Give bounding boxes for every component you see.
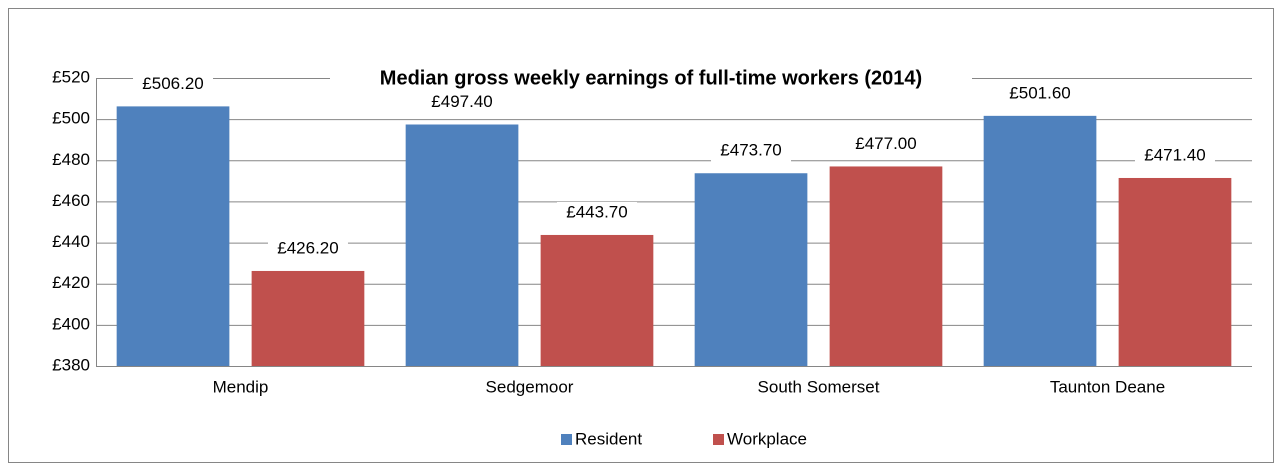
y-tick-label: £380 [52, 355, 90, 374]
bar [251, 270, 365, 366]
label-background [845, 133, 926, 156]
data-label: £426.20 [277, 238, 338, 257]
label-background [1134, 144, 1215, 167]
bar [116, 106, 230, 366]
data-label: £501.60 [1009, 83, 1070, 102]
label-background [133, 73, 214, 96]
legend-label: Resident [575, 429, 642, 448]
y-tick-label: £520 [52, 67, 90, 86]
data-label: £497.40 [431, 92, 492, 111]
data-label: £471.40 [1144, 145, 1205, 164]
x-tick-label: Taunton Deane [1050, 377, 1165, 396]
label-background [1000, 82, 1081, 105]
data-label: £506.20 [142, 74, 203, 93]
title-background [330, 66, 972, 92]
bar [983, 115, 1097, 366]
label-background [556, 201, 637, 224]
y-tick-label: £440 [52, 232, 90, 251]
x-tick-label: Mendip [213, 377, 269, 396]
legend-swatch [561, 434, 572, 445]
bar [694, 173, 808, 366]
y-tick-label: £420 [52, 273, 90, 292]
y-tick-label: £400 [52, 314, 90, 333]
bar [405, 124, 519, 367]
label-background [422, 91, 503, 114]
legend-swatch [713, 434, 724, 445]
label-background [267, 237, 348, 260]
data-label: £443.70 [566, 202, 627, 221]
label-background [711, 140, 792, 163]
x-tick-label: South Somerset [758, 377, 880, 396]
bar [540, 234, 654, 366]
data-label: £473.70 [720, 141, 781, 160]
y-tick-label: £500 [52, 109, 90, 128]
chart-title: Median gross weekly earnings of full-tim… [380, 67, 922, 89]
bar [1118, 177, 1232, 366]
legend-label: Workplace [727, 429, 807, 448]
bar [829, 166, 943, 366]
y-tick-label: £480 [52, 150, 90, 169]
y-tick-label: £460 [52, 191, 90, 210]
data-label: £477.00 [855, 134, 916, 153]
x-tick-label: Sedgemoor [486, 377, 574, 396]
